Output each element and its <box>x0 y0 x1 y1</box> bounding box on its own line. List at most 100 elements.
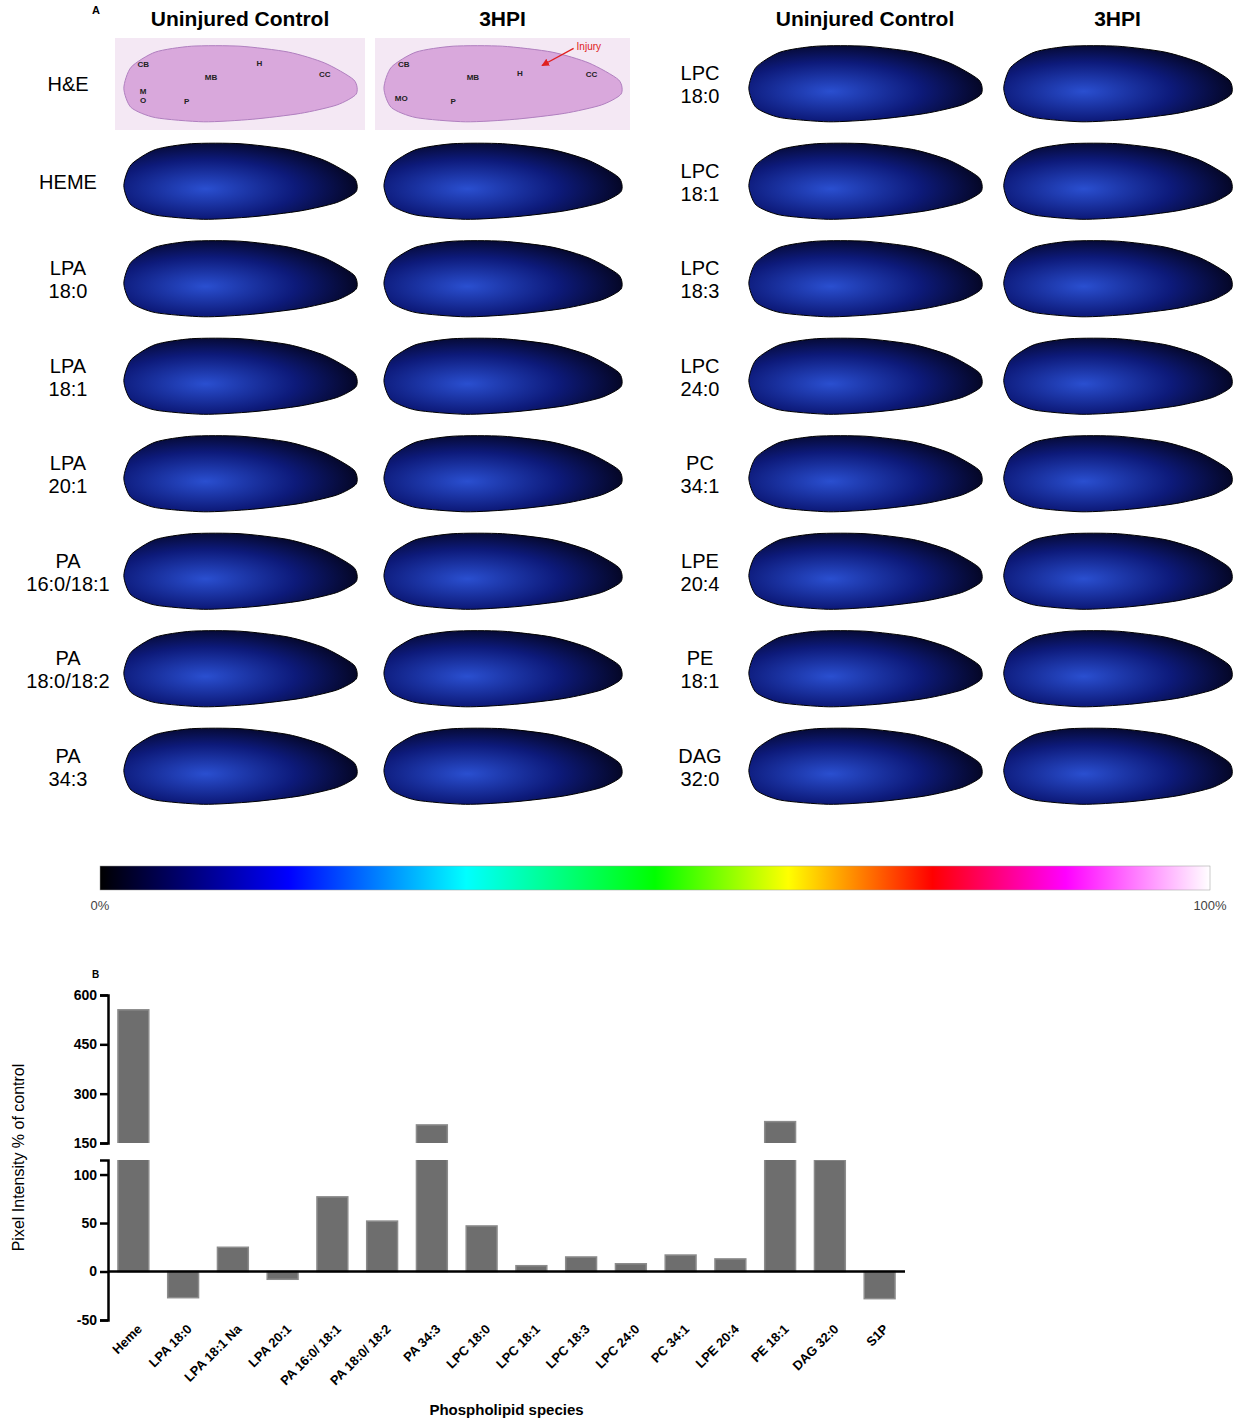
category-label: DAG 32:0 <box>789 1321 841 1373</box>
bar <box>118 1160 149 1272</box>
region-label: H <box>517 69 523 78</box>
row-label: LPC24:0 <box>681 355 720 400</box>
bar <box>217 1247 248 1271</box>
category-label: PE 18:1 <box>748 1321 792 1365</box>
category-label: PC 34:1 <box>648 1321 692 1365</box>
row-label: HEME <box>39 171 97 193</box>
brain-section <box>124 436 357 512</box>
brain-section <box>384 533 622 609</box>
row-label-line: 24:0 <box>681 378 720 400</box>
tick: S1P <box>863 1321 891 1349</box>
category-label: LPA 18:0 <box>146 1321 195 1370</box>
tick: DAG 32:0 <box>789 1321 841 1373</box>
row-label: LPC18:3 <box>681 257 720 302</box>
he-section <box>375 38 630 130</box>
row-label-line: 18:1 <box>681 670 720 692</box>
ion-image <box>1004 728 1233 804</box>
y-axis-upper: 150 300 450 600 <box>74 987 109 1151</box>
panel-letter: B <box>92 969 99 980</box>
bar <box>566 1257 597 1272</box>
axis-line <box>100 1161 109 1321</box>
brain-section <box>1004 241 1233 317</box>
tick-mark <box>100 1044 108 1047</box>
row-label-line: 32:0 <box>681 768 720 790</box>
tick: LPC 18:3 <box>543 1321 593 1371</box>
tick: LPA 18:0 <box>146 1321 195 1370</box>
row-label: PC34:1 <box>681 452 720 497</box>
region-label: H <box>256 59 262 68</box>
tick-label: 600 <box>74 987 98 1003</box>
row-label-line: 18:1 <box>681 183 720 205</box>
tick: LPC 24:0 <box>593 1321 643 1371</box>
brain-section <box>384 728 622 804</box>
tick: Heme <box>109 1321 145 1357</box>
column-head: Uninjured Control <box>151 7 329 30</box>
bar-upper <box>765 1122 796 1143</box>
bar <box>367 1221 398 1271</box>
ion-image <box>124 631 357 707</box>
row-label-line: LPC <box>681 160 720 182</box>
ion-image <box>124 533 357 609</box>
row-label-line: PC <box>686 452 714 474</box>
ion-image <box>749 338 982 414</box>
bar <box>416 1160 447 1272</box>
row-label-line: 18:0 <box>681 85 720 107</box>
figure: AUninjured Control3HPIUninjured Control3… <box>0 0 1245 1425</box>
row-label: H&E <box>47 73 88 95</box>
row-label: LPA18:0 <box>49 257 88 302</box>
category-label: PA 34:3 <box>400 1321 443 1364</box>
region-label: P <box>184 97 190 106</box>
tick-mark <box>100 1142 108 1145</box>
tick-label: 150 <box>74 1135 98 1151</box>
tick-mark <box>100 1319 108 1322</box>
tick: LPC 18:0 <box>443 1321 493 1371</box>
ion-image <box>1004 631 1233 707</box>
row-label-line: PA <box>55 550 81 572</box>
row-label-line: DAG <box>678 745 721 767</box>
ion-image <box>384 533 622 609</box>
category-label: Heme <box>109 1321 145 1357</box>
row-label: LPC18:1 <box>681 160 720 205</box>
row-label-line: 20:1 <box>49 475 88 497</box>
row-label: DAG32:0 <box>678 745 721 790</box>
category-label: LPA 18:1 Na <box>181 1321 245 1385</box>
brain-section <box>749 631 982 707</box>
tick-label: 0 <box>89 1263 97 1279</box>
tick-label: 450 <box>74 1036 98 1052</box>
tick-label: 300 <box>74 1086 98 1102</box>
region-label: P <box>450 97 456 106</box>
zero-line <box>108 1270 905 1273</box>
row-label: LPA18:1 <box>49 355 88 400</box>
ion-image <box>749 436 982 512</box>
ion-image <box>124 241 357 317</box>
brain-section <box>124 533 357 609</box>
region-label: CB <box>398 60 410 69</box>
ion-image <box>384 338 622 414</box>
row-label-line: PA <box>55 745 81 767</box>
ion-image <box>749 631 982 707</box>
ion-image <box>124 338 357 414</box>
ion-image <box>384 241 622 317</box>
brain-section <box>749 436 982 512</box>
ion-image <box>384 143 622 219</box>
row-label: PA16:0/18:1 <box>26 550 109 595</box>
row-label-line: 18:0 <box>49 280 88 302</box>
region-label: CB <box>137 60 149 69</box>
category-label: LPA 20:1 <box>245 1321 294 1370</box>
region-label: CC <box>319 70 331 79</box>
y-axis-lower: -50050100 <box>74 1161 109 1328</box>
category-label: S1P <box>863 1321 891 1349</box>
row-label-line: 16:0/18:1 <box>26 573 109 595</box>
ion-image <box>124 728 357 804</box>
region-label-line: M <box>140 87 147 96</box>
row-label: LPE20:4 <box>681 550 720 595</box>
row-label-line: 34:1 <box>681 475 720 497</box>
tick: 600 <box>74 987 108 1003</box>
brain-section <box>124 631 357 707</box>
bar <box>665 1255 696 1271</box>
category-label: LPC 18:1 <box>493 1321 543 1371</box>
ion-image <box>384 728 622 804</box>
brain-section <box>124 241 357 317</box>
brain-section <box>124 46 357 122</box>
bar <box>765 1160 796 1272</box>
